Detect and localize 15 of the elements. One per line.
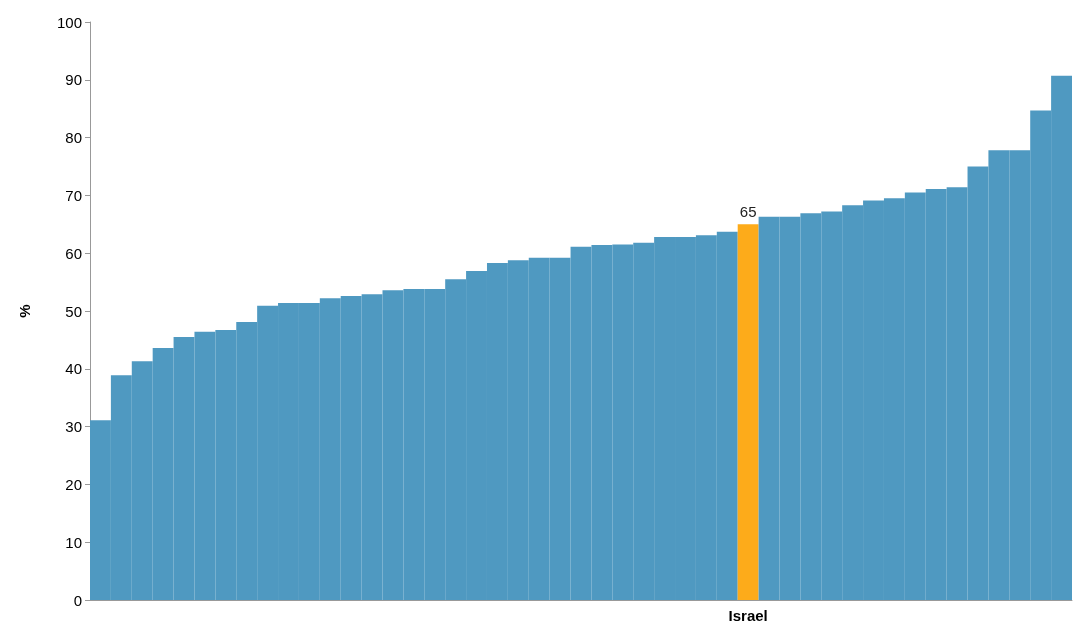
bar [737, 224, 759, 600]
y-tick-label: 40 [65, 360, 82, 378]
y-axis-title: % [16, 304, 33, 318]
y-tick-label: 10 [65, 533, 82, 551]
y-tick-label: 80 [65, 129, 82, 147]
data-label: 65 [739, 203, 757, 221]
y-tick-label: 90 [65, 71, 82, 89]
y-tick-label: 0 [73, 591, 82, 609]
y-tick-label: 20 [65, 475, 82, 493]
y-tick-label: 70 [65, 186, 82, 204]
y-tick-label: 50 [65, 302, 82, 320]
y-tick-label: 60 [65, 244, 82, 262]
y-tick-label: 30 [65, 418, 82, 436]
x-tick-label: Israel [728, 607, 768, 624]
y-tick-label: 100 [56, 13, 82, 31]
